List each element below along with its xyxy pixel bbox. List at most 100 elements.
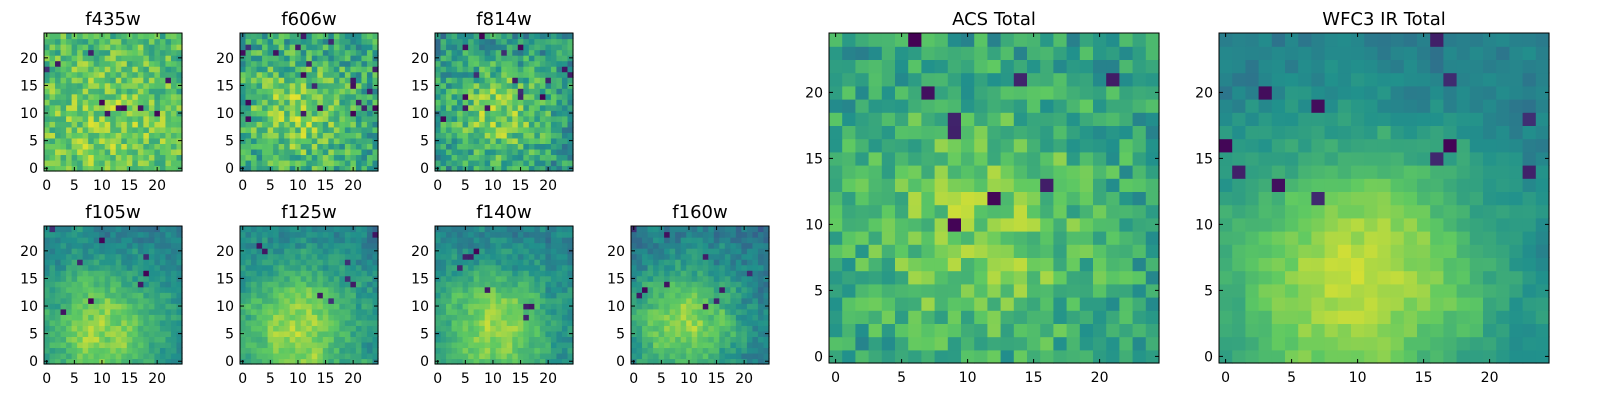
- heatmap-cell: [55, 93, 62, 100]
- heatmap-cell: [289, 121, 296, 128]
- heatmap-cell: [501, 60, 508, 67]
- heatmap-cell: [355, 115, 363, 122]
- heatmap-cell: [148, 259, 155, 266]
- heatmap-cell: [121, 137, 128, 144]
- heatmap-cell: [550, 143, 558, 150]
- heatmap-cell: [484, 44, 491, 51]
- heatmap-cell: [328, 281, 335, 288]
- heatmap-cell: [501, 88, 508, 95]
- heatmap-cell: [495, 226, 502, 233]
- heatmap-cell: [534, 93, 541, 100]
- heatmap-cell: [137, 93, 144, 100]
- heatmap-cell: [322, 275, 329, 282]
- heatmap-cell: [251, 226, 258, 233]
- heatmap-cell: [462, 104, 469, 111]
- heatmap-cell: [435, 231, 442, 238]
- heatmap-cell: [267, 82, 274, 89]
- heatmap-cell: [137, 237, 144, 244]
- heatmap-cell: [757, 242, 765, 249]
- heatmap-cell: [148, 121, 155, 128]
- heatmap-cell: [148, 314, 155, 321]
- heatmap-cell: [561, 82, 569, 89]
- heatmap-cell: [159, 132, 167, 139]
- heatmap-cell: [490, 126, 497, 133]
- heatmap-cell: [462, 292, 469, 299]
- heatmap-cell: [333, 341, 340, 349]
- heatmap-cell: [154, 132, 161, 139]
- heatmap-cell: [479, 38, 486, 45]
- heatmap-cell: [908, 217, 922, 232]
- heatmap-cell: [295, 154, 302, 161]
- heatmap-cell: [658, 248, 665, 255]
- heatmap-cell: [245, 297, 252, 304]
- heatmap-cell: [328, 121, 335, 128]
- heatmap-cell: [757, 292, 765, 299]
- axes-frame: [630, 225, 770, 365]
- heatmap-cell: [523, 325, 530, 332]
- heatmap-cell: [1132, 349, 1147, 364]
- heatmap-cell: [306, 281, 313, 288]
- heatmap-cell: [66, 347, 73, 354]
- heatmap-cell: [664, 330, 671, 337]
- heatmap-cell: [730, 336, 737, 343]
- heatmap-cell: [44, 88, 51, 95]
- heatmap-cell: [479, 71, 486, 78]
- heatmap-cell: [289, 137, 296, 144]
- heatmap-cell: [664, 292, 671, 299]
- heatmap-cell: [372, 347, 379, 354]
- heatmap-cell: [350, 121, 357, 128]
- heatmap-cell: [60, 314, 67, 321]
- heatmap-cell: [66, 286, 73, 293]
- heatmap-cell: [446, 121, 453, 128]
- heatmap-cell: [322, 248, 329, 255]
- heatmap-cell: [669, 336, 676, 343]
- heatmap-cell: [372, 44, 379, 51]
- heatmap-cell: [490, 71, 497, 78]
- heatmap-cell: [317, 55, 324, 62]
- heatmap-cell: [484, 55, 491, 62]
- heatmap-cell: [708, 231, 715, 238]
- heatmap-cell: [93, 115, 100, 122]
- heatmap-cell: [512, 99, 519, 106]
- heatmap-cell: [691, 325, 698, 332]
- heatmap-cell: [647, 330, 654, 337]
- heatmap-cell: [451, 281, 458, 288]
- heatmap-cell: [653, 270, 660, 277]
- heatmap-cell: [333, 77, 340, 84]
- heatmap-cell: [719, 330, 726, 337]
- heatmap-cell: [719, 259, 726, 266]
- heatmap-cell: [322, 253, 329, 260]
- heatmap-cell: [545, 253, 552, 260]
- heatmap-cell: [165, 242, 172, 249]
- heatmap-cell: [110, 358, 117, 365]
- heatmap-cell: [440, 336, 447, 343]
- heatmap-cell: [647, 270, 654, 277]
- x-tick-label: 0: [42, 178, 51, 194]
- y-tick-label: 15: [20, 271, 38, 287]
- heatmap-cell: [93, 99, 100, 106]
- heatmap-cell: [484, 104, 491, 111]
- heatmap-cell: [339, 137, 346, 144]
- heatmap-cell: [842, 165, 856, 179]
- heatmap-cell: [1027, 336, 1041, 351]
- heatmap-cell: [251, 66, 258, 73]
- heatmap-cell: [512, 242, 519, 249]
- heatmap-cell: [1013, 323, 1028, 338]
- heatmap-cell: [289, 165, 296, 172]
- heatmap-cell: [763, 352, 770, 360]
- heatmap-cell: [534, 104, 541, 111]
- heatmap-cell: [66, 297, 73, 304]
- heatmap-cell: [71, 66, 78, 73]
- heatmap-cell: [501, 93, 508, 100]
- heatmap-cell: [697, 303, 704, 310]
- heatmap-cell: [1053, 270, 1068, 285]
- heatmap-cell: [143, 259, 150, 266]
- heatmap-cell: [317, 99, 324, 106]
- heatmap-cell: [165, 264, 172, 271]
- heatmap-cell: [132, 77, 139, 84]
- heatmap-cell: [328, 308, 335, 315]
- heatmap-cell: [495, 336, 502, 343]
- heatmap-cell: [240, 77, 247, 84]
- heatmap-cell: [278, 88, 285, 95]
- heatmap-cell: [517, 231, 524, 238]
